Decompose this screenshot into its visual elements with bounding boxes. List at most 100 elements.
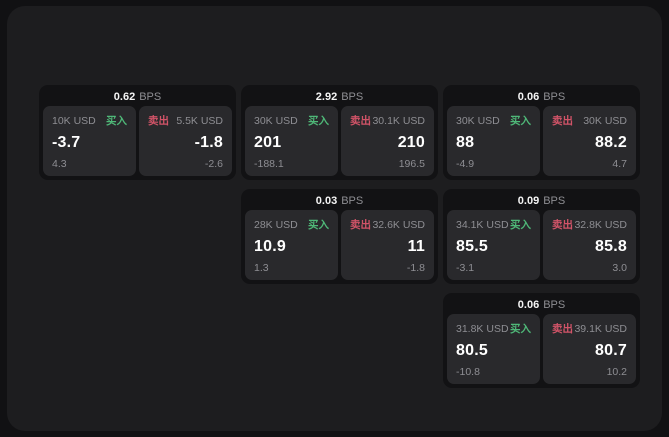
- sell-delta: 10.2: [606, 366, 627, 378]
- sell-quote-tile[interactable]: 卖出 39.1K USD 80.7 10.2: [543, 314, 636, 384]
- buy-delta: -4.9: [456, 158, 475, 170]
- card-bps-header: 0.62 BPS: [43, 89, 232, 106]
- bps-value: 0.06: [517, 299, 540, 311]
- buy-notional: 10K USD: [52, 114, 96, 127]
- card-bps-header: 0.06 BPS: [447, 297, 636, 314]
- buy-notional: 31.8K USD: [456, 322, 509, 335]
- buy-tile-header: 34.1K USD 买入: [456, 217, 531, 232]
- buy-delta: -3.1: [456, 262, 475, 274]
- sell-side-label: 卖出: [350, 219, 371, 231]
- bps-unit-label: BPS: [341, 195, 364, 207]
- quote-card: 0.06 BPS 31.8K USD 买入 80.5 -10.8 卖出 39.1…: [443, 293, 640, 388]
- buy-price: 80.5: [456, 342, 488, 359]
- sell-tile-header: 卖出 32.8K USD: [552, 217, 627, 232]
- buy-delta: -10.8: [456, 366, 480, 378]
- buy-tile-header: 30K USD 买入: [254, 113, 329, 128]
- buy-quote-tile[interactable]: 10K USD 买入 -3.7 4.3: [43, 106, 136, 176]
- buy-notional: 34.1K USD: [456, 218, 509, 231]
- bps-value: 2.92: [315, 91, 338, 103]
- sell-delta: 3.0: [612, 262, 627, 274]
- buy-notional: 30K USD: [456, 114, 500, 127]
- sell-notional: 5.5K USD: [176, 114, 223, 127]
- buy-price: -3.7: [52, 134, 81, 151]
- quote-card: 0.09 BPS 34.1K USD 买入 85.5 -3.1 卖出 32.8K…: [443, 189, 640, 284]
- sell-tile-header: 卖出 32.6K USD: [350, 217, 425, 232]
- quote-cards-grid: 0.62 BPS 10K USD 买入 -3.7 4.3 卖出 5.5K USD…: [39, 85, 640, 388]
- card-bps-header: 0.06 BPS: [447, 89, 636, 106]
- sell-notional: 32.8K USD: [574, 218, 627, 231]
- buy-side-label: 买入: [510, 219, 531, 231]
- buy-tile-header: 10K USD 买入: [52, 113, 127, 128]
- buy-notional: 28K USD: [254, 218, 298, 231]
- buy-side-label: 买入: [510, 115, 531, 127]
- sell-price: 210: [397, 134, 425, 151]
- sell-notional: 30K USD: [583, 114, 627, 127]
- card-body: 34.1K USD 买入 85.5 -3.1 卖出 32.8K USD 85.8…: [447, 210, 636, 280]
- card-body: 31.8K USD 买入 80.5 -10.8 卖出 39.1K USD 80.…: [447, 314, 636, 384]
- sell-delta: 196.5: [398, 158, 425, 170]
- sell-tile-header: 卖出 39.1K USD: [552, 321, 627, 336]
- sell-quote-tile[interactable]: 卖出 32.6K USD 11 -1.8: [341, 210, 434, 280]
- buy-side-label: 买入: [308, 115, 329, 127]
- sell-tile-header: 卖出 5.5K USD: [148, 113, 223, 128]
- sell-price: 80.7: [595, 342, 627, 359]
- sell-notional: 30.1K USD: [372, 114, 425, 127]
- buy-quote-tile[interactable]: 30K USD 买入 88 -4.9: [447, 106, 540, 176]
- buy-notional: 30K USD: [254, 114, 298, 127]
- buy-tile-header: 30K USD 买入: [456, 113, 531, 128]
- sell-price: 85.8: [595, 238, 627, 255]
- bps-unit-label: BPS: [341, 91, 364, 103]
- sell-delta: -2.6: [204, 158, 223, 170]
- bps-value: 0.09: [517, 195, 540, 207]
- card-body: 28K USD 买入 10.9 1.3 卖出 32.6K USD 11 -1.8: [245, 210, 434, 280]
- buy-price: 85.5: [456, 238, 488, 255]
- buy-side-label: 买入: [308, 219, 329, 231]
- sell-side-label: 卖出: [350, 115, 371, 127]
- buy-quote-tile[interactable]: 34.1K USD 买入 85.5 -3.1: [447, 210, 540, 280]
- buy-side-label: 买入: [106, 115, 127, 127]
- sell-notional: 32.6K USD: [372, 218, 425, 231]
- sell-delta: 4.7: [612, 158, 627, 170]
- sell-tile-header: 卖出 30.1K USD: [350, 113, 425, 128]
- buy-quote-tile[interactable]: 31.8K USD 买入 80.5 -10.8: [447, 314, 540, 384]
- sell-quote-tile[interactable]: 卖出 30.1K USD 210 196.5: [341, 106, 434, 176]
- bps-unit-label: BPS: [543, 195, 566, 207]
- buy-tile-header: 28K USD 买入: [254, 217, 329, 232]
- quote-card: 0.03 BPS 28K USD 买入 10.9 1.3 卖出 32.6K US…: [241, 189, 438, 284]
- sell-quote-tile[interactable]: 卖出 30K USD 88.2 4.7: [543, 106, 636, 176]
- buy-delta: 4.3: [52, 158, 67, 170]
- card-body: 30K USD 买入 201 -188.1 卖出 30.1K USD 210 1…: [245, 106, 434, 176]
- card-bps-header: 0.03 BPS: [245, 193, 434, 210]
- buy-quote-tile[interactable]: 30K USD 买入 201 -188.1: [245, 106, 338, 176]
- bps-value: 0.62: [113, 91, 136, 103]
- sell-quote-tile[interactable]: 卖出 5.5K USD -1.8 -2.6: [139, 106, 232, 176]
- buy-side-label: 买入: [510, 323, 531, 335]
- buy-price: 88: [456, 134, 475, 151]
- buy-tile-header: 31.8K USD 买入: [456, 321, 531, 336]
- quote-card: 0.62 BPS 10K USD 买入 -3.7 4.3 卖出 5.5K USD…: [39, 85, 236, 180]
- card-body: 30K USD 买入 88 -4.9 卖出 30K USD 88.2 4.7: [447, 106, 636, 176]
- quote-card: 2.92 BPS 30K USD 买入 201 -188.1 卖出 30.1K …: [241, 85, 438, 180]
- sell-quote-tile[interactable]: 卖出 32.8K USD 85.8 3.0: [543, 210, 636, 280]
- sell-price: 88.2: [595, 134, 627, 151]
- quote-card: 0.06 BPS 30K USD 买入 88 -4.9 卖出 30K USD 8…: [443, 85, 640, 180]
- buy-quote-tile[interactable]: 28K USD 买入 10.9 1.3: [245, 210, 338, 280]
- card-bps-header: 0.09 BPS: [447, 193, 636, 210]
- sell-side-label: 卖出: [552, 115, 573, 127]
- buy-price: 201: [254, 134, 282, 151]
- quotes-panel: 0.62 BPS 10K USD 买入 -3.7 4.3 卖出 5.5K USD…: [7, 6, 662, 431]
- bps-value: 0.06: [517, 91, 540, 103]
- sell-price: 11: [407, 238, 425, 255]
- card-bps-header: 2.92 BPS: [245, 89, 434, 106]
- buy-delta: -188.1: [254, 158, 284, 170]
- buy-price: 10.9: [254, 238, 286, 255]
- sell-side-label: 卖出: [148, 115, 169, 127]
- card-body: 10K USD 买入 -3.7 4.3 卖出 5.5K USD -1.8 -2.…: [43, 106, 232, 176]
- buy-delta: 1.3: [254, 262, 269, 274]
- sell-side-label: 卖出: [552, 219, 573, 231]
- sell-side-label: 卖出: [552, 323, 573, 335]
- bps-unit-label: BPS: [139, 91, 162, 103]
- sell-tile-header: 卖出 30K USD: [552, 113, 627, 128]
- bps-value: 0.03: [315, 195, 338, 207]
- sell-price: -1.8: [194, 134, 223, 151]
